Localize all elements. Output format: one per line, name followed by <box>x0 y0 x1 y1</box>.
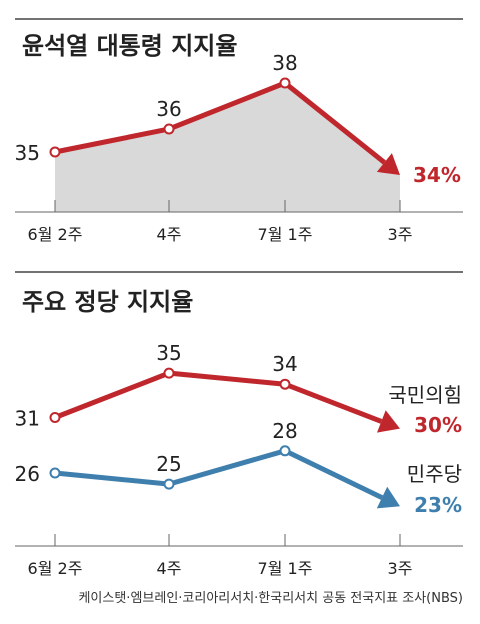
chart1-value-label: 36 <box>156 97 181 121</box>
chart2-series2-value-label: 25 <box>156 452 181 476</box>
chart2-series1-last-value-label: 30% <box>414 413 462 437</box>
chart1-last-value-label: 34% <box>413 163 461 187</box>
chart1-x-ticks: 6월 2주 4주 7월 1주 3주 <box>28 200 413 244</box>
chart1-x-tick-label: 3주 <box>388 225 413 244</box>
chart1-x-tick-label: 6월 2주 <box>28 225 83 244</box>
chart2-series1-point <box>163 367 175 379</box>
chart2-series1-name: 국민의힘 <box>388 383 462 407</box>
chart1-plot: 35 36 38 34% <box>15 51 461 212</box>
chart2-x-tick-label: 6월 2주 <box>28 559 83 578</box>
chart2-series2-value-label: 26 <box>15 462 40 486</box>
chart1-x-tick-label: 7월 1주 <box>258 225 313 244</box>
chart1-series1-arrowhead <box>376 153 400 175</box>
chart1-series1-point <box>49 146 61 158</box>
chart2-x-ticks: 6월 2주 4주 7월 1주 3주 <box>28 534 413 578</box>
chart2-plot: 31 35 34 26 25 28 국민의힘 30% 민주당 23% <box>15 341 462 517</box>
chart2-x-tick-label: 3주 <box>388 559 413 578</box>
source-note: 케이스탯·엠브레인·코리아리서치·한국리서치 공동 전국지표 조사(NBS) <box>78 591 463 606</box>
chart1-series1-point <box>163 123 175 135</box>
chart1-value-label: 35 <box>15 141 40 165</box>
chart2-series2-value-label: 28 <box>272 419 297 443</box>
chart2-series1-arrowhead <box>377 410 400 433</box>
chart2-series2-arrowhead <box>376 486 400 509</box>
chart2-series1-point <box>279 378 291 390</box>
chart2-series2-point <box>279 445 291 457</box>
chart-approval-rating: 윤석열 대통령 지지율 35 36 38 34% 6월 2주 4주 7월 1주 3주 <box>15 18 463 244</box>
chart1-series1-line <box>54 80 386 165</box>
chart2-series1-value-label: 31 <box>15 407 40 431</box>
chart2-series2-point <box>163 478 175 490</box>
chart1-area-fill <box>55 83 400 212</box>
chart2-series1-value-label: 34 <box>272 352 297 376</box>
chart2-series2-point <box>49 467 61 479</box>
chart2-series2-line <box>54 448 384 500</box>
chart1-title: 윤석열 대통령 지지율 <box>22 32 237 60</box>
chart2-series1-point <box>49 412 61 423</box>
chart2-series1-value-label: 35 <box>156 341 181 365</box>
chart-party-support: 주요 정당 지지율 31 35 34 26 25 28 국민의힘 30% 민주당 23% 6월 2… <box>15 271 463 578</box>
chart1-series1-point <box>279 77 291 89</box>
chart1-x-tick-label: 4주 <box>157 225 182 244</box>
chart2-title: 주요 정당 지지율 <box>22 288 193 316</box>
chart1-value-label: 38 <box>272 51 297 75</box>
chart2-series2-last-value-label: 23% <box>414 493 462 517</box>
chart2-x-tick-label: 4주 <box>157 559 182 578</box>
chart2-series2-name: 민주당 <box>407 462 462 486</box>
chart2-x-tick-label: 7월 1주 <box>258 559 313 578</box>
chart2-series1-line <box>54 370 383 424</box>
